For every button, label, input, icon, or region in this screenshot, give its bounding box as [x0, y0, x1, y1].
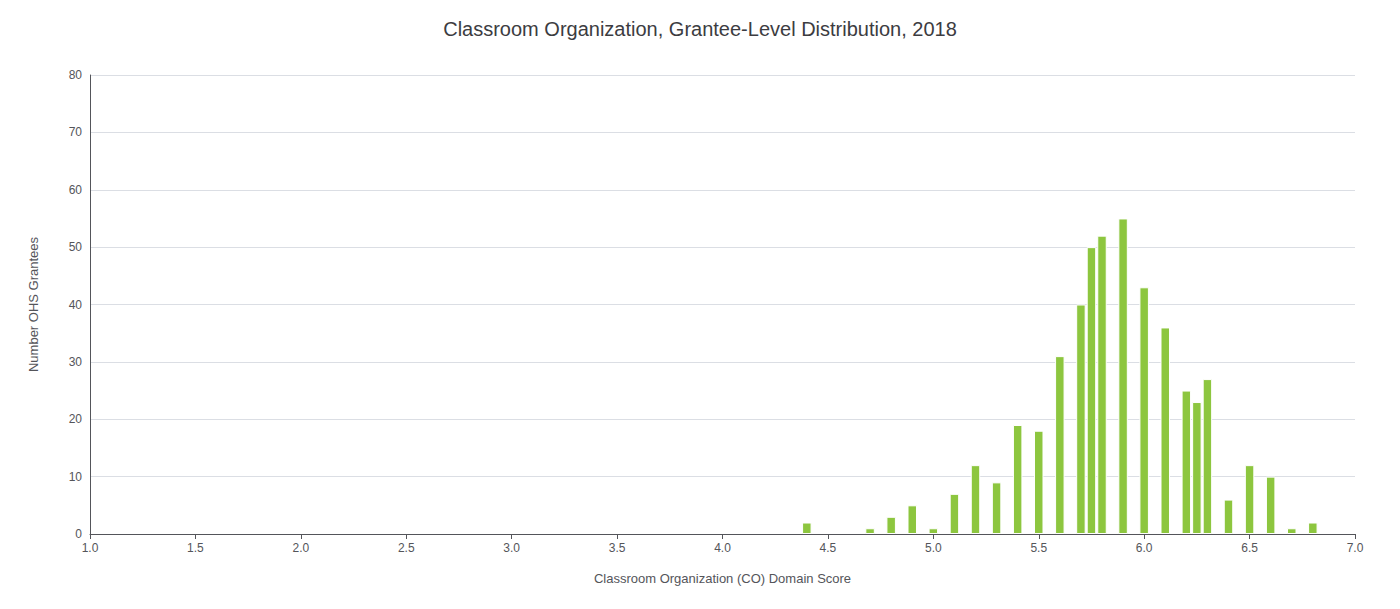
svg-text:1.5: 1.5: [187, 541, 204, 555]
svg-text:30: 30: [69, 355, 83, 369]
svg-text:Number OHS Grantees: Number OHS Grantees: [26, 236, 41, 372]
svg-text:10: 10: [69, 470, 83, 484]
svg-text:3.5: 3.5: [609, 541, 626, 555]
svg-text:Classroom Organization, Grante: Classroom Organization, Grantee-Level Di…: [443, 18, 957, 40]
svg-text:20: 20: [69, 412, 83, 426]
svg-text:40: 40: [69, 298, 83, 312]
svg-text:3.0: 3.0: [503, 541, 520, 555]
svg-text:6.0: 6.0: [1136, 541, 1153, 555]
svg-text:Classroom Organization (CO) Do: Classroom Organization (CO) Domain Score: [594, 571, 851, 586]
svg-text:70: 70: [69, 125, 83, 139]
svg-text:7.0: 7.0: [1347, 541, 1364, 555]
svg-text:6.5: 6.5: [1241, 541, 1258, 555]
svg-text:2.5: 2.5: [398, 541, 415, 555]
svg-text:4.0: 4.0: [714, 541, 731, 555]
svg-text:0: 0: [75, 527, 82, 541]
svg-text:80: 80: [69, 68, 83, 82]
svg-text:1.0: 1.0: [82, 541, 99, 555]
svg-text:50: 50: [69, 240, 83, 254]
svg-text:60: 60: [69, 183, 83, 197]
svg-text:4.5: 4.5: [820, 541, 837, 555]
svg-text:2.0: 2.0: [292, 541, 309, 555]
svg-text:5.0: 5.0: [925, 541, 942, 555]
svg-text:5.5: 5.5: [1030, 541, 1047, 555]
